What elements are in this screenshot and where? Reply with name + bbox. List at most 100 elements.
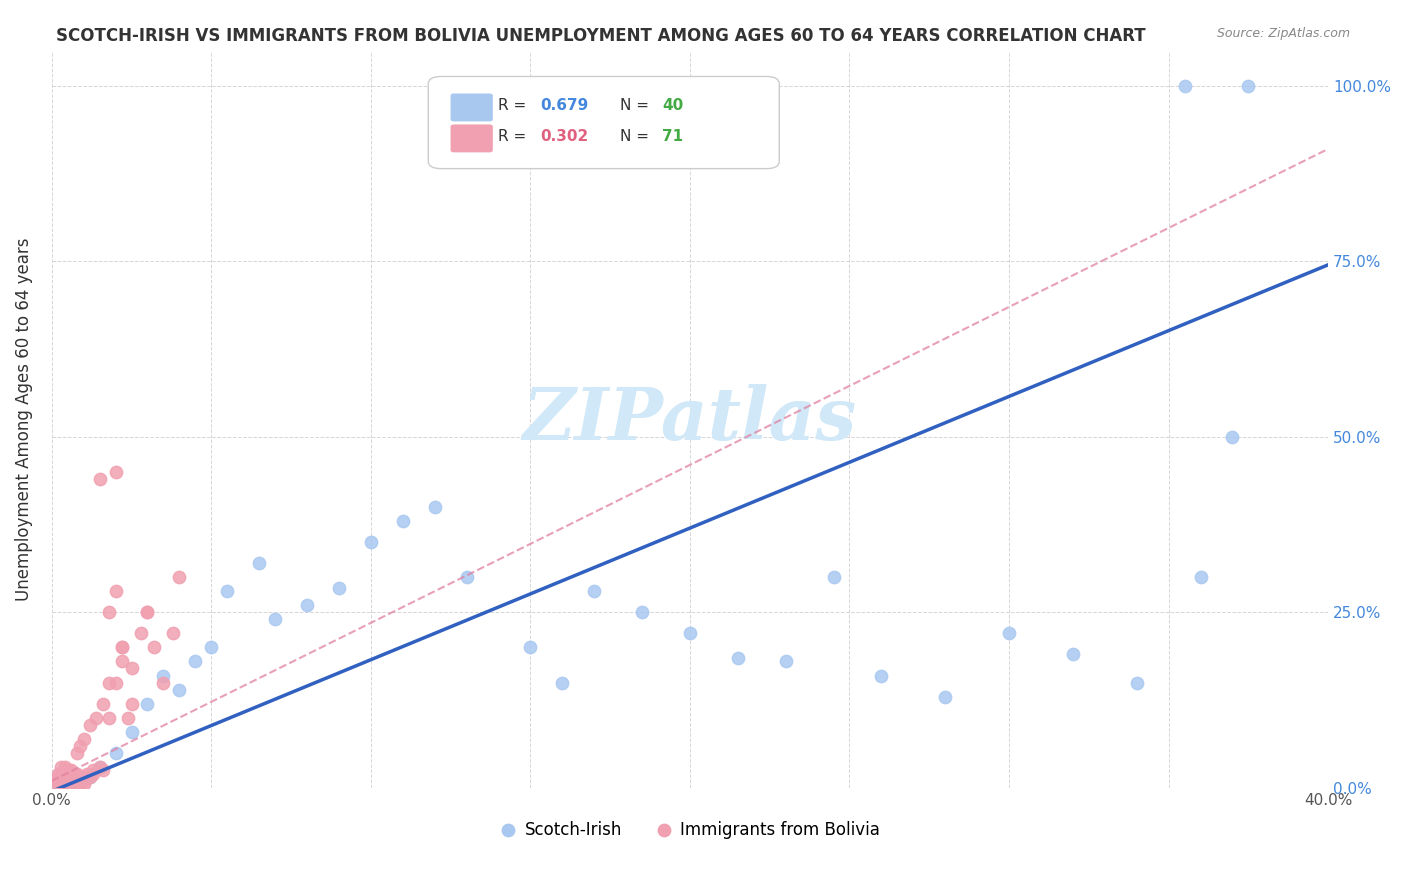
Point <box>169 682 191 697</box>
Point <box>91 697 114 711</box>
Point <box>59 777 82 791</box>
Point <box>56 764 79 778</box>
Point <box>142 640 165 655</box>
Text: N =: N = <box>620 98 654 113</box>
Point <box>200 640 222 655</box>
Point <box>456 570 478 584</box>
Point <box>46 770 69 784</box>
Point <box>66 773 89 788</box>
Point <box>1237 78 1260 93</box>
Point <box>53 766 76 780</box>
Text: Source: ZipAtlas.com: Source: ZipAtlas.com <box>1216 27 1350 40</box>
Point <box>51 773 73 788</box>
Point <box>104 675 127 690</box>
Point <box>136 697 159 711</box>
Text: 40: 40 <box>662 98 683 113</box>
Point <box>66 777 89 791</box>
Point <box>1222 430 1244 444</box>
Point <box>121 661 143 675</box>
Point <box>631 605 654 619</box>
Point <box>117 711 139 725</box>
Point <box>73 731 96 746</box>
Point <box>998 626 1021 640</box>
Point <box>59 764 82 778</box>
Point <box>73 770 96 784</box>
Point <box>86 711 108 725</box>
Point <box>56 779 79 793</box>
Point <box>111 640 134 655</box>
Point <box>823 570 845 584</box>
Point <box>56 777 79 791</box>
Point <box>56 773 79 788</box>
Legend: Scotch-Irish, Immigrants from Bolivia: Scotch-Irish, Immigrants from Bolivia <box>494 814 887 846</box>
Point <box>360 535 382 549</box>
Point <box>423 500 446 514</box>
Point <box>76 766 98 780</box>
Point <box>169 570 191 584</box>
Point <box>1173 78 1195 93</box>
FancyBboxPatch shape <box>451 125 492 152</box>
FancyBboxPatch shape <box>451 95 492 120</box>
Text: SCOTCH-IRISH VS IMMIGRANTS FROM BOLIVIA UNEMPLOYMENT AMONG AGES 60 TO 64 YEARS C: SCOTCH-IRISH VS IMMIGRANTS FROM BOLIVIA … <box>56 27 1146 45</box>
Point <box>934 690 956 704</box>
Point <box>328 581 350 595</box>
Point <box>53 770 76 784</box>
Point <box>59 773 82 788</box>
Text: 0.679: 0.679 <box>540 98 589 113</box>
Point <box>63 777 86 791</box>
Point <box>870 668 893 682</box>
Point <box>129 626 152 640</box>
Point <box>104 746 127 760</box>
Point <box>162 626 184 640</box>
Point <box>51 777 73 791</box>
Point <box>66 770 89 784</box>
Point <box>98 675 121 690</box>
Point <box>551 675 574 690</box>
Point <box>69 777 91 791</box>
Point <box>79 770 101 784</box>
Point <box>63 773 86 788</box>
Point <box>44 773 66 788</box>
Point <box>775 655 797 669</box>
Point <box>66 766 89 780</box>
Point <box>51 760 73 774</box>
Point <box>66 746 89 760</box>
Point <box>46 773 69 788</box>
Point <box>69 739 91 753</box>
Point <box>136 605 159 619</box>
Point <box>184 655 207 669</box>
Text: N =: N = <box>620 129 654 145</box>
Point <box>98 605 121 619</box>
Point <box>63 766 86 780</box>
Point <box>79 770 101 784</box>
Point <box>63 773 86 788</box>
Point <box>152 668 174 682</box>
Point <box>104 584 127 599</box>
Point <box>121 724 143 739</box>
Point <box>73 773 96 788</box>
Point <box>217 584 239 599</box>
Point <box>111 655 134 669</box>
Point <box>46 777 69 791</box>
Point <box>152 675 174 690</box>
Point <box>59 766 82 780</box>
Point <box>53 777 76 791</box>
Point <box>98 711 121 725</box>
Point <box>53 760 76 774</box>
Point <box>82 764 104 778</box>
Point <box>51 770 73 784</box>
Point <box>73 777 96 791</box>
Point <box>51 775 73 789</box>
Point <box>111 640 134 655</box>
Point <box>53 773 76 788</box>
Text: R =: R = <box>499 129 531 145</box>
Point <box>519 640 541 655</box>
Point <box>89 760 111 774</box>
Y-axis label: Unemployment Among Ages 60 to 64 years: Unemployment Among Ages 60 to 64 years <box>15 237 32 601</box>
Point <box>44 777 66 791</box>
FancyBboxPatch shape <box>429 77 779 169</box>
Point <box>56 770 79 784</box>
Point <box>91 764 114 778</box>
Text: ZIPatlas: ZIPatlas <box>523 384 858 455</box>
Point <box>82 766 104 780</box>
